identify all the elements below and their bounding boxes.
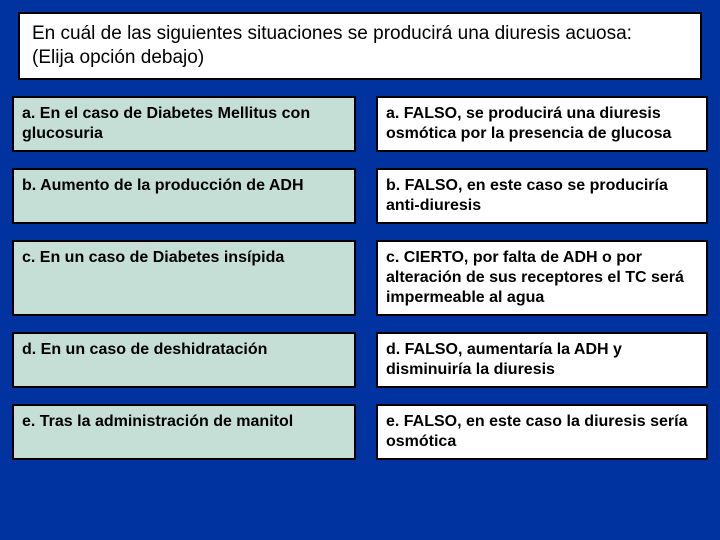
question-line-1: En cuál de las siguientes situaciones se… <box>32 22 688 46</box>
question-box: En cuál de las siguientes situaciones se… <box>18 12 702 80</box>
option-e[interactable]: e. Tras la administración de manitol <box>12 404 356 460</box>
row-c: c. En un caso de Diabetes insípida c. CI… <box>12 240 708 316</box>
answer-c: c. CIERTO, por falta de ADH o por altera… <box>376 240 708 316</box>
row-d: d. En un caso de deshidratación d. FALSO… <box>12 332 708 388</box>
option-c[interactable]: c. En un caso de Diabetes insípida <box>12 240 356 316</box>
option-b[interactable]: b. Aumento de la producción de ADH <box>12 168 356 224</box>
answer-a: a. FALSO, se producirá una diuresis osmó… <box>376 96 708 152</box>
answer-e: e. FALSO, en este caso la diuresis sería… <box>376 404 708 460</box>
row-e: e. Tras la administración de manitol e. … <box>12 404 708 460</box>
option-a[interactable]: a. En el caso de Diabetes Mellitus con g… <box>12 96 356 152</box>
option-d[interactable]: d. En un caso de deshidratación <box>12 332 356 388</box>
row-b: b. Aumento de la producción de ADH b. FA… <box>12 168 708 224</box>
answer-d: d. FALSO, aumentaría la ADH y disminuirí… <box>376 332 708 388</box>
row-a: a. En el caso de Diabetes Mellitus con g… <box>12 96 708 152</box>
question-line-2: (Elija opción debajo) <box>32 46 688 70</box>
answer-rows: a. En el caso de Diabetes Mellitus con g… <box>10 96 710 460</box>
answer-b: b. FALSO, en este caso se produciría ant… <box>376 168 708 224</box>
